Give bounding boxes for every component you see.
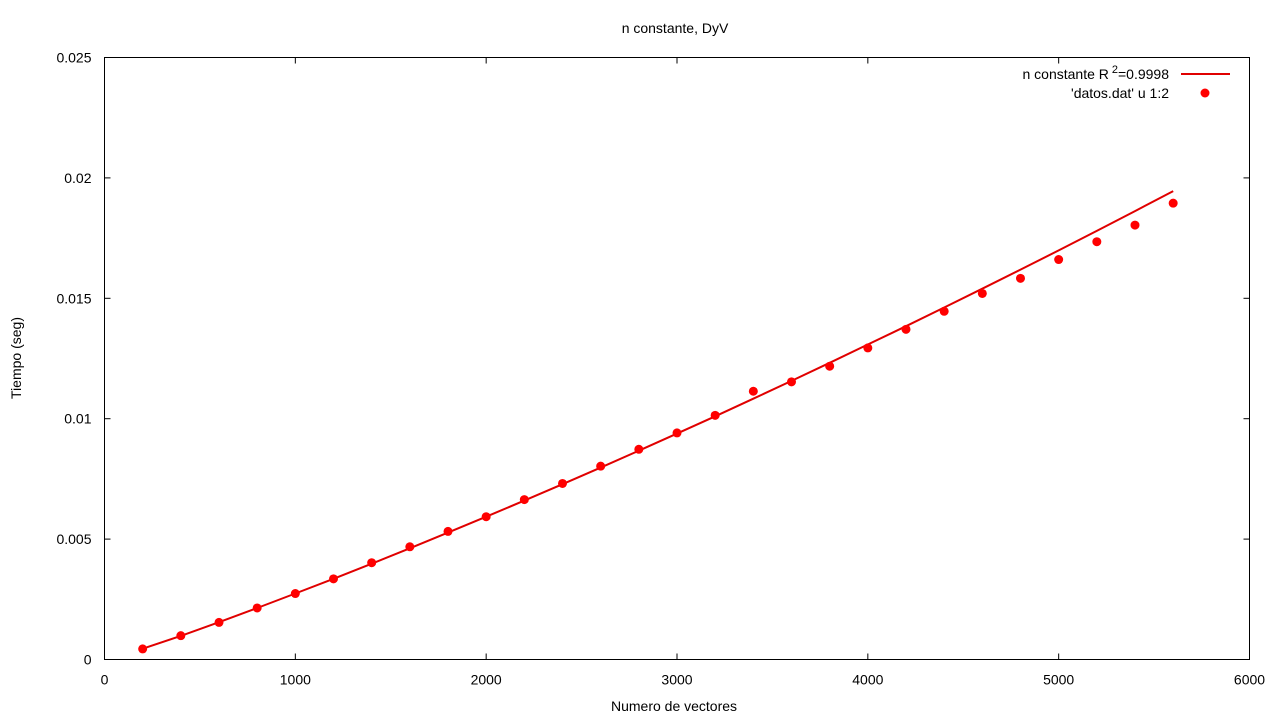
data-point — [214, 617, 224, 627]
y-tick-label: 0.02 — [64, 170, 91, 186]
legend-points-label: 'datos.dat' u 1:2 — [1071, 85, 1169, 101]
x-axis-label: Numero de vectores — [611, 698, 737, 714]
y-tick-label: 0.005 — [56, 531, 91, 547]
fit-line — [142, 190, 1174, 650]
y-axis: 0 0.005 0.01 0.015 0.02 0.025 — [56, 50, 1250, 668]
x-tick-label: 1000 — [280, 672, 311, 688]
legend-fit-superscript: 2 — [1112, 64, 1118, 76]
y-tick-label: 0.025 — [56, 50, 91, 66]
data-point — [1054, 255, 1064, 265]
y-tick-label: 0 — [84, 652, 92, 668]
data-point — [519, 495, 529, 505]
data-point — [138, 644, 148, 654]
data-point — [329, 574, 338, 584]
data-point — [710, 410, 720, 420]
data-point — [748, 386, 758, 396]
x-tick-label: 0 — [101, 672, 109, 688]
data-point — [977, 288, 987, 298]
y-tick-label: 0.01 — [64, 411, 91, 427]
data-point — [825, 361, 835, 371]
x-axis: 0 1000 2000 3000 4000 5000 6000 — [101, 57, 1265, 688]
x-tick-label: 3000 — [661, 672, 692, 688]
data-point — [787, 377, 796, 387]
data-point — [863, 343, 873, 353]
data-point — [443, 526, 453, 536]
y-axis-label: Tiempo (seg) — [8, 317, 24, 399]
data-point — [672, 428, 682, 438]
chart-title: n constante, DyV — [622, 20, 729, 36]
data-point — [1130, 220, 1140, 230]
data-point — [596, 461, 606, 471]
legend-fit-suffix: =0.9998 — [1118, 66, 1169, 82]
x-tick-label: 4000 — [852, 672, 883, 688]
legend-fit-label: n constante R 2=0.9998 — [1022, 64, 1169, 82]
data-point — [1016, 273, 1025, 283]
plot-area-border — [104, 57, 1250, 660]
data-point — [939, 306, 949, 316]
data-point — [634, 444, 644, 454]
x-tick-label: 6000 — [1234, 672, 1265, 688]
data-point — [558, 478, 567, 488]
data-point — [405, 542, 415, 552]
data-point — [481, 512, 491, 522]
data-point — [901, 324, 911, 334]
data-point — [252, 603, 262, 613]
legend-points-marker — [1200, 88, 1210, 98]
data-point — [176, 631, 186, 641]
x-tick-label: 2000 — [471, 672, 502, 688]
x-tick-label: 5000 — [1043, 672, 1074, 688]
y-tick-label: 0.015 — [56, 290, 91, 306]
data-point — [1168, 198, 1178, 208]
data-points — [138, 198, 1178, 654]
data-point — [1092, 237, 1102, 247]
legend: n constante R 2=0.9998 'datos.dat' u 1:2 — [1022, 64, 1230, 101]
data-point — [290, 589, 300, 599]
data-point — [367, 558, 377, 568]
legend-fit-prefix: n constante R — [1022, 66, 1108, 82]
